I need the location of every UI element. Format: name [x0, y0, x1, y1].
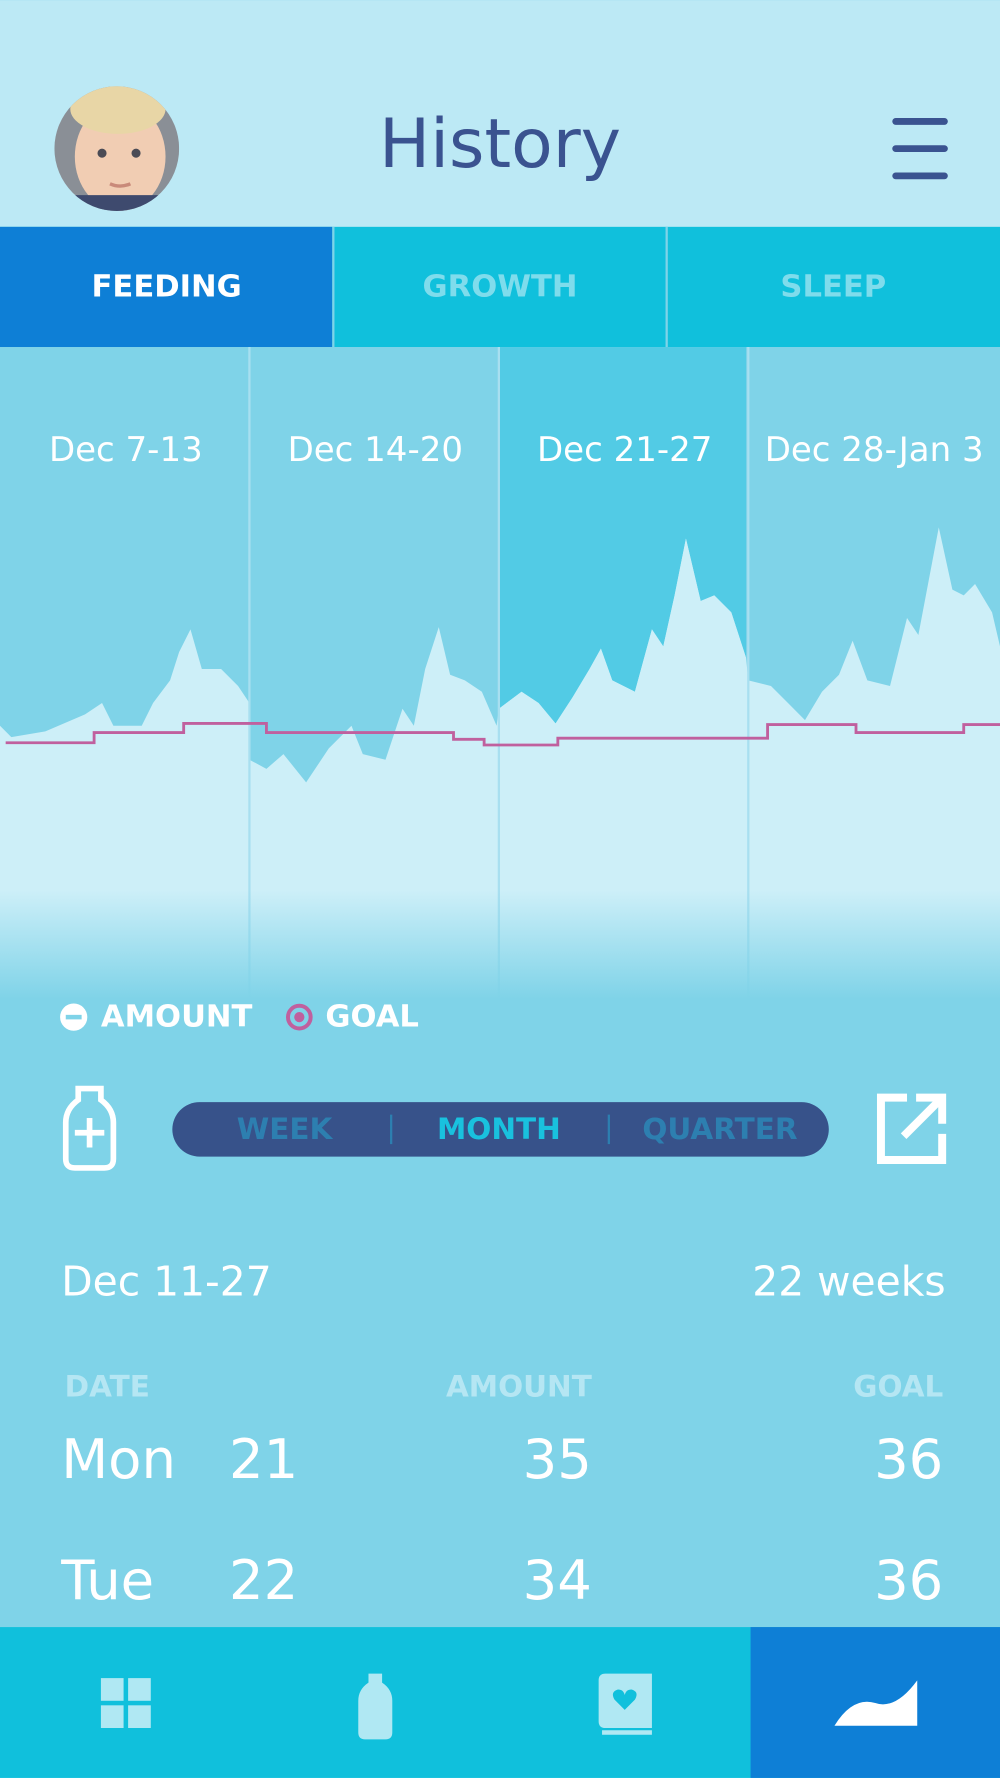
nav-history[interactable] — [834, 1680, 918, 1726]
row-amount: 35 — [523, 1427, 592, 1491]
summary-duration: 22 weeks — [752, 1258, 945, 1306]
row-amount: 34 — [523, 1548, 592, 1612]
chart-fade — [0, 890, 1000, 999]
nav-feeding[interactable] — [358, 1673, 393, 1740]
row-day: Tue — [60, 1548, 154, 1612]
goal-line — [5, 722, 1000, 747]
legend-label: AMOUNT — [101, 1000, 253, 1035]
row-date: 21 — [229, 1427, 298, 1491]
avatar[interactable] — [54, 84, 180, 218]
row-goal: 36 — [874, 1427, 943, 1491]
nav-journal[interactable] — [598, 1673, 652, 1735]
nav-dashboard[interactable] — [100, 1678, 151, 1729]
week-label[interactable]: Dec 14-20 — [288, 430, 463, 470]
range-option[interactable]: WEEK — [237, 1112, 334, 1146]
add-feeding-button[interactable] — [62, 1085, 117, 1171]
column-header: DATE — [65, 1369, 150, 1403]
legend-icon — [285, 1003, 313, 1031]
week-label[interactable]: Dec 28-Jan 3 — [765, 430, 984, 470]
week-dividers — [248, 347, 750, 998]
column-header: GOAL — [853, 1369, 943, 1403]
range-selector — [172, 1102, 829, 1157]
menu-button[interactable] — [892, 118, 948, 180]
summary-range: Dec 11-27 — [61, 1258, 271, 1306]
row-date: 22 — [229, 1548, 298, 1612]
tab-active-bg — [0, 226, 333, 348]
week-label[interactable]: Dec 7-13 — [49, 430, 203, 470]
legend-label: GOAL — [325, 1000, 419, 1035]
share-button[interactable] — [876, 1093, 947, 1164]
tab[interactable]: GROWTH — [423, 270, 578, 305]
row-goal: 36 — [874, 1548, 943, 1612]
week-label[interactable]: Dec 21-27 — [537, 430, 712, 470]
table-rows: Mon 21 35 36 Tue 22 34 36 — [60, 1427, 943, 1612]
range-option[interactable]: QUARTER — [642, 1112, 797, 1146]
tab[interactable]: FEEDING — [92, 270, 242, 305]
column-header: AMOUNT — [446, 1369, 592, 1403]
range-option[interactable]: MONTH — [437, 1112, 561, 1146]
title: History — [379, 105, 621, 184]
row-day: Mon — [61, 1427, 176, 1491]
nav-active-bg — [750, 1627, 1000, 1778]
tab[interactable]: SLEEP — [780, 270, 886, 305]
